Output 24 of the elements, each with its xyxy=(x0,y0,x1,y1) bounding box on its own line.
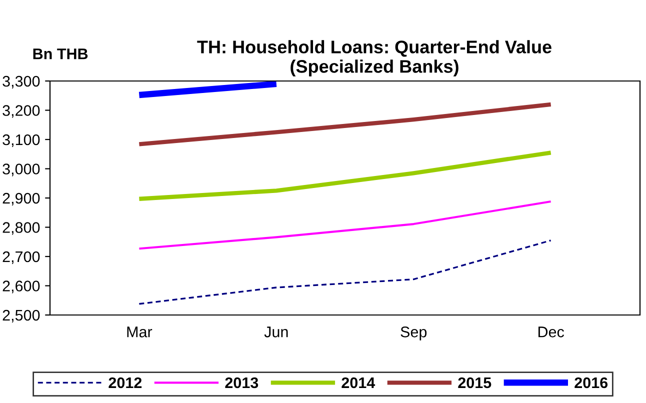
legend-label: 2013 xyxy=(225,377,258,388)
line-series xyxy=(138,240,552,305)
y-tick-label: 3,100 xyxy=(2,134,40,147)
legend-label: 2015 xyxy=(458,377,492,388)
y-tick-label: 3,000 xyxy=(2,164,40,176)
x-tick-label: Dec xyxy=(538,326,564,338)
x-tick-label: Jun xyxy=(264,326,288,338)
y-tick-label: 2,700 xyxy=(2,251,40,264)
y-tick-label: 2,600 xyxy=(2,280,40,294)
line-series xyxy=(138,200,552,250)
x-tick-label: Mar xyxy=(127,326,152,338)
chart-title: TH: Household Loans: Quarter-End Value (Specialized Banks) xyxy=(197,40,552,76)
line-series xyxy=(137,150,553,201)
y-tick-label: 2,500 xyxy=(2,310,40,322)
legend-label: 2014 xyxy=(342,377,376,388)
y-tick-label: 2,800 xyxy=(2,222,40,235)
y-axis-title: Bn THB xyxy=(33,48,88,60)
line-series xyxy=(137,102,553,146)
x-tick-label: Sep xyxy=(400,326,427,340)
y-tick-label: 2,900 xyxy=(2,192,40,206)
y-tick-label: 3,200 xyxy=(2,105,40,118)
legend-label: 2016 xyxy=(574,377,608,388)
y-tick-label: 3,300 xyxy=(2,76,40,88)
legend-label: 2012 xyxy=(108,377,142,388)
